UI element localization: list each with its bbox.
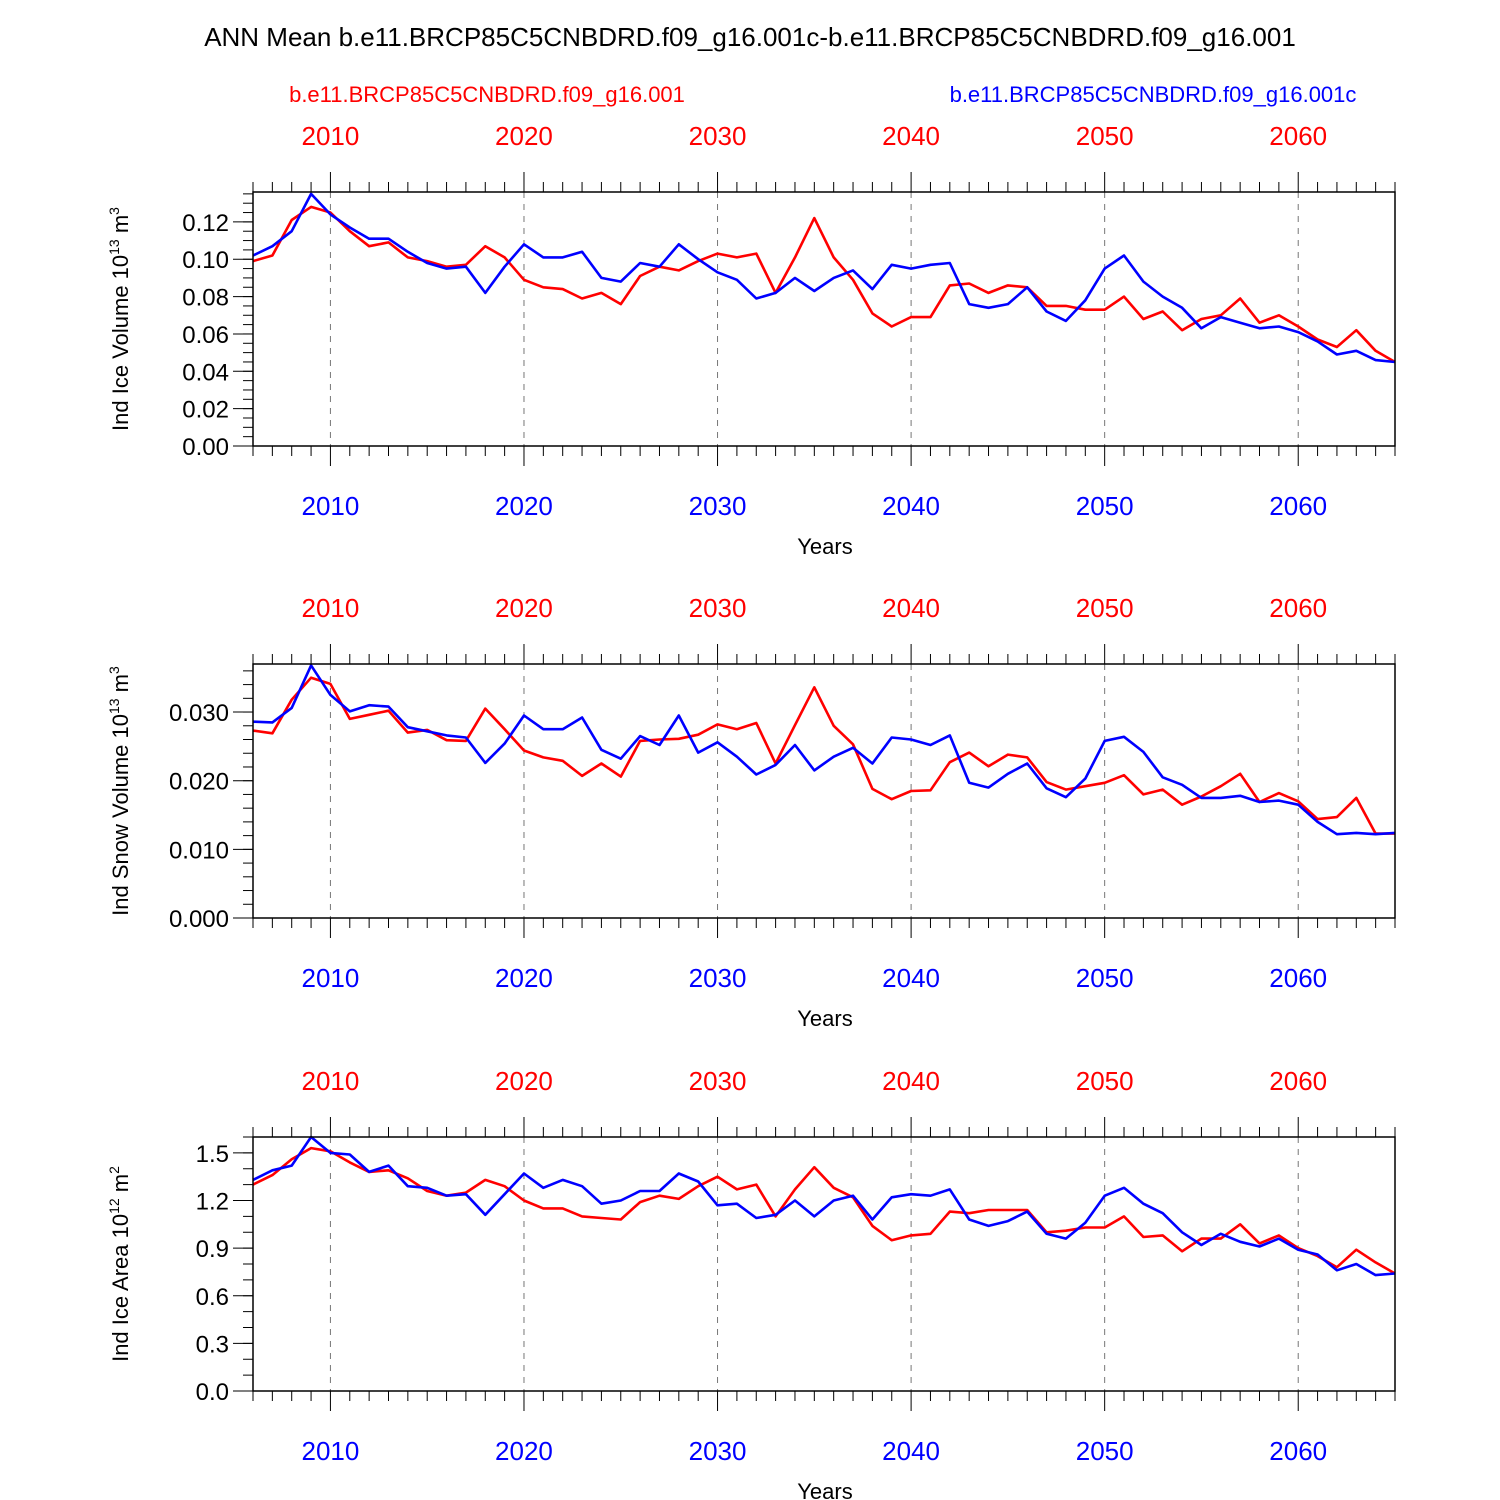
x-tick-label-bottom: 2050 [1076, 491, 1134, 521]
x-tick-label-bottom: 2010 [302, 963, 360, 993]
x-tick-label-bottom: 2050 [1076, 1436, 1134, 1466]
x-tick-label-bottom: 2020 [495, 963, 553, 993]
x-tick-label-top: 2040 [882, 121, 940, 151]
x-tick-label-top: 2010 [302, 121, 360, 151]
x-tick-label-bottom: 2020 [495, 1436, 553, 1466]
legend-red-label: b.e11.BRCP85C5CNBDRD.f09_g16.001 [289, 82, 685, 107]
x-tick-label-top: 2060 [1269, 1066, 1327, 1096]
x-tick-label-top: 2020 [495, 593, 553, 623]
y-tick-label: 0.08 [182, 285, 229, 312]
y-tick-label: 0.10 [182, 247, 229, 274]
figure-title: ANN Mean b.e11.BRCP85C5CNBDRD.f09_g16.00… [204, 22, 1296, 52]
plot-frame [252, 191, 1396, 447]
y-tick-label: 0.6 [196, 1284, 229, 1311]
y-tick-label: 0.12 [182, 210, 229, 237]
x-tick-label-bottom: 2040 [882, 963, 940, 993]
x-tick-label-top: 2040 [882, 1066, 940, 1096]
y-tick-label: 1.2 [196, 1189, 229, 1216]
series-red-line [252, 1146, 1396, 1275]
x-tick-label-bottom: 2060 [1269, 963, 1327, 993]
y-tick-label: 0.06 [182, 322, 229, 349]
y-axis-label: Ind Ice Area 1012 m2 [106, 1166, 133, 1362]
y-tick-label: 0.02 [182, 397, 229, 424]
x-tick-label-top: 2060 [1269, 121, 1327, 151]
x-tick-label-top: 2010 [302, 1066, 360, 1096]
plot-frame [252, 1136, 1396, 1392]
y-tick-label: 0.000 [169, 906, 229, 933]
y-tick-label: 0.3 [196, 1331, 229, 1358]
x-axis-label: Years [797, 1479, 852, 1500]
x-tick-label-top: 2010 [302, 593, 360, 623]
y-axis-label: Ind Ice Volume 1013 m3 [106, 207, 133, 431]
legend-blue-label: b.e11.BRCP85C5CNBDRD.f09_g16.001c [950, 82, 1357, 107]
series-red-line [252, 676, 1395, 835]
y-tick-label: 0.020 [169, 769, 229, 796]
series-red-line [252, 205, 1396, 364]
x-tick-label-top: 2030 [689, 1066, 747, 1096]
chart-panels: 0.00 0.02 0.04 0.06 0.08 0.10 0.12 2010 2010 2020… [106, 121, 1396, 1500]
y-tick-label: 0.0 [196, 1379, 229, 1406]
y-tick-label: 0.9 [196, 1236, 229, 1263]
y-tick-label: 0.04 [182, 359, 229, 386]
x-tick-label-top: 2050 [1076, 121, 1134, 151]
x-tick-label-bottom: 2060 [1269, 491, 1327, 521]
x-tick-label-top: 2020 [495, 1066, 553, 1096]
series-blue-line [252, 192, 1396, 364]
y-tick-label: 0.010 [169, 837, 229, 864]
x-tick-label-top: 2040 [882, 593, 940, 623]
x-tick-label-bottom: 2020 [495, 491, 553, 521]
x-tick-label-top: 2050 [1076, 1066, 1134, 1096]
x-tick-label-bottom: 2040 [882, 1436, 940, 1466]
x-tick-label-top: 2020 [495, 121, 553, 151]
x-tick-label-bottom: 2040 [882, 491, 940, 521]
x-tick-label-top: 2050 [1076, 593, 1134, 623]
x-tick-label-bottom: 2030 [689, 963, 747, 993]
chart-panel-2: 0.000 0.010 0.020 0.030 2010 2010 2020 2020 2030… [106, 593, 1396, 1031]
x-axis-label: Years [797, 1006, 852, 1031]
x-tick-label-top: 2030 [689, 593, 747, 623]
series-blue-line [252, 1135, 1396, 1277]
y-tick-label: 0.030 [169, 700, 229, 727]
x-tick-label-bottom: 2030 [689, 491, 747, 521]
x-tick-label-bottom: 2060 [1269, 1436, 1327, 1466]
x-axis-label: Years [797, 534, 852, 559]
series-blue-line [252, 664, 1396, 836]
chart-panel-3: 0.0 0.3 0.6 0.9 1.2 1.5 2010 2010 2020 2020 2030 20… [106, 1066, 1396, 1500]
x-tick-label-bottom: 2030 [689, 1436, 747, 1466]
x-tick-label-bottom: 2010 [302, 1436, 360, 1466]
plot-frame [252, 663, 1396, 919]
x-tick-label-bottom: 2010 [302, 491, 360, 521]
y-tick-label: 1.5 [196, 1141, 229, 1168]
y-tick-label: 0.00 [182, 434, 229, 461]
chart-panel-1: 0.00 0.02 0.04 0.06 0.08 0.10 0.12 2010 2010 2020… [106, 121, 1396, 559]
y-axis-label: Ind Snow Volume 1013 m3 [106, 666, 133, 916]
x-tick-label-bottom: 2050 [1076, 963, 1134, 993]
x-tick-label-top: 2060 [1269, 593, 1327, 623]
x-tick-label-top: 2030 [689, 121, 747, 151]
